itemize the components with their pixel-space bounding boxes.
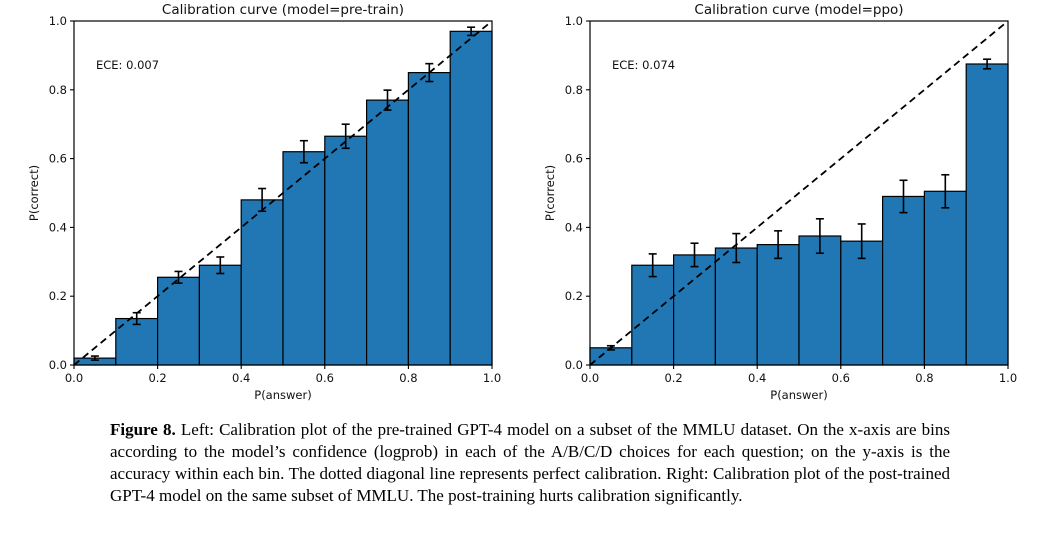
calibration-bar — [923, 190, 967, 366]
y-tick-label: 0.8 — [565, 83, 583, 97]
x-tick-label: 0.0 — [581, 371, 599, 385]
calibration-bar — [798, 235, 842, 366]
calibration-bar — [840, 240, 884, 366]
y-tick-label: 0.4 — [49, 220, 67, 234]
ppo-plot-canvas: 0.0 0.2 0.4 0.6 0.8 1.0 0.0 0.2 0.4 0.6 0.8 1.0 — [565, 14, 1017, 385]
calibration-bar — [407, 71, 451, 366]
calibration-bar — [324, 135, 368, 366]
pretrain-plot-canvas: 0.0 0.2 0.4 0.6 0.8 1.0 0.0 0.2 0.4 0.6 0.8 1.0 — [49, 14, 501, 385]
x-tick-label: 0.8 — [399, 371, 417, 385]
figure-caption-label: Figure 8. — [110, 420, 176, 439]
calibration-bar — [714, 247, 758, 366]
y-axis-label: P(correct) — [27, 164, 41, 222]
calibration-bar — [756, 244, 800, 366]
y-tick-label: 0.0 — [49, 358, 67, 372]
x-axis-label: P(answer) — [254, 388, 312, 402]
x-tick-label: 1.0 — [999, 371, 1017, 385]
plot-frame — [589, 20, 1009, 366]
x-tick-label: 0.2 — [148, 371, 166, 385]
y-tick-label: 0.8 — [49, 83, 67, 97]
y-tick-label: 1.0 — [565, 14, 583, 28]
y-tick-label: 0.2 — [565, 289, 583, 303]
x-tick-label: 0.6 — [316, 371, 334, 385]
calibration-bar — [198, 264, 242, 366]
calibration-bar — [965, 63, 1009, 366]
figure-caption-text: Left: Calibration plot of the pre-traine… — [110, 420, 950, 505]
chart-title: Calibration curve (model=ppo) — [694, 2, 904, 18]
ppo-calibration-chart: 0.0 0.2 0.4 0.6 0.8 1.0 0.0 0.2 0.4 0.6 0.8 1.0 Cal… — [527, 0, 1054, 415]
perfect-calibration-line — [73, 20, 493, 366]
ece-annotation: ECE: 0.074 — [612, 58, 676, 72]
calibration-bar — [240, 199, 284, 366]
pretrain-calibration-chart: 0.0 0.2 0.4 0.6 0.8 1.0 0.0 0.2 0.4 0.6 0.8 1.0 Cal… — [0, 0, 527, 415]
x-tick-label: 0.0 — [65, 371, 83, 385]
plot-frame — [73, 20, 493, 366]
y-tick-label: 1.0 — [49, 14, 67, 28]
y-axis-label: P(correct) — [543, 164, 557, 222]
calibration-bar — [673, 254, 717, 366]
calibration-bar — [282, 151, 326, 366]
x-tick-label: 1.0 — [483, 371, 501, 385]
chart-title: Calibration curve (model=pre-train) — [161, 2, 405, 18]
calibration-bar — [449, 30, 493, 366]
ece-annotation: ECE: 0.007 — [96, 58, 160, 72]
calibration-bar — [882, 195, 926, 366]
x-tick-label: 0.6 — [832, 371, 850, 385]
x-tick-label: 0.8 — [915, 371, 933, 385]
figure-caption: Figure 8. Left: Calibration plot of the … — [110, 419, 950, 506]
y-tick-label: 0.6 — [49, 152, 67, 166]
x-tick-label: 0.4 — [232, 371, 250, 385]
calibration-bar — [631, 264, 675, 366]
y-tick-label: 0.6 — [565, 152, 583, 166]
x-axis-label: P(answer) — [770, 388, 828, 402]
calibration-bar — [366, 99, 410, 366]
x-tick-label: 0.4 — [748, 371, 766, 385]
y-tick-label: 0.0 — [565, 358, 583, 372]
y-tick-label: 0.4 — [565, 220, 583, 234]
perfect-calibration-line — [589, 20, 1009, 366]
x-tick-label: 0.2 — [664, 371, 682, 385]
y-tick-label: 0.2 — [49, 289, 67, 303]
